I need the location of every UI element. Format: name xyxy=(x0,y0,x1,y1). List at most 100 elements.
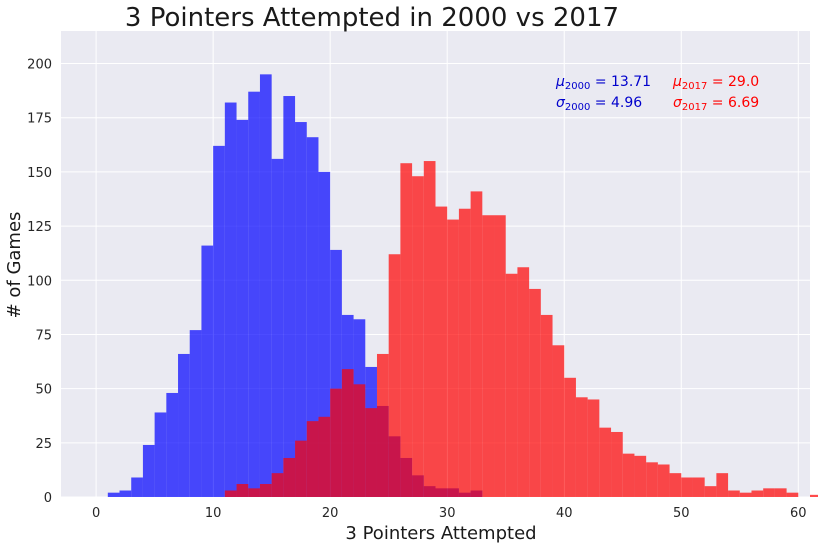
bar-2000 xyxy=(306,137,319,497)
bar-2017 xyxy=(564,377,576,497)
bar-2000 xyxy=(131,477,143,497)
bar-2017 xyxy=(365,408,377,497)
annotation-std-2000: σ2000 = 4.96 xyxy=(556,95,642,113)
bar-2000 xyxy=(107,492,120,497)
bar-2017 xyxy=(494,215,506,498)
bar-2000 xyxy=(259,74,272,497)
bar-2017 xyxy=(552,345,565,497)
bar-2017 xyxy=(412,176,424,497)
bar-2017 xyxy=(681,477,693,497)
bar-2000 xyxy=(142,444,155,497)
bar-2000 xyxy=(224,102,237,498)
bar-2017 xyxy=(259,483,272,497)
bar-2000 xyxy=(119,490,132,497)
sigma-symbol-2017: σ xyxy=(673,95,683,111)
bar-2017 xyxy=(505,273,518,497)
bar-2017 xyxy=(224,490,237,497)
bar-2017 xyxy=(318,416,331,497)
x-tick-label: 0 xyxy=(92,506,100,521)
bar-2017 xyxy=(458,208,471,498)
bar-2017 xyxy=(575,397,588,497)
bar-2017 xyxy=(295,440,307,497)
sigma-symbol-2000: σ xyxy=(556,95,566,111)
bar-2017 xyxy=(376,353,389,497)
mu-symbol-2000: μ xyxy=(555,74,565,90)
annotation-mean-2017: μ2017 = 29.0 xyxy=(672,74,759,92)
series-2017-bars xyxy=(224,161,818,498)
bar-2017 xyxy=(774,488,787,497)
sigma-year-2017: 2017 xyxy=(682,102,707,113)
mu-value-2000: = 13.71 xyxy=(590,74,651,90)
bar-2017 xyxy=(599,427,612,497)
sigma-value-2017: = 6.69 xyxy=(707,95,759,111)
bar-2017 xyxy=(692,477,705,497)
y-tick-label: 0 xyxy=(44,491,52,506)
bar-2000 xyxy=(213,145,225,497)
y-tick-label: 200 xyxy=(27,58,52,73)
bar-2017 xyxy=(529,288,541,497)
x-tick-label: 50 xyxy=(673,506,690,521)
bar-2017 xyxy=(763,488,775,497)
bar-2017 xyxy=(540,314,553,497)
bar-2017 xyxy=(611,431,623,497)
bar-2017 xyxy=(330,388,342,497)
bar-2017 xyxy=(517,267,530,497)
bar-2017 xyxy=(423,161,436,497)
x-tick-label: 40 xyxy=(556,506,573,521)
bar-2000 xyxy=(178,353,190,497)
bar-2017 xyxy=(587,399,600,497)
sigma-year-2000: 2000 xyxy=(565,102,590,113)
y-tick-label: 175 xyxy=(27,112,52,127)
mu-symbol-2017: μ xyxy=(672,74,682,90)
bar-2017 xyxy=(341,369,354,497)
bar-2017 xyxy=(751,490,764,497)
bar-2017 xyxy=(810,494,818,497)
y-tick-label: 150 xyxy=(27,166,52,181)
annotation-mean-2000: μ2000 = 13.71 xyxy=(555,74,651,92)
sigma-value-2000: = 4.96 xyxy=(590,95,642,111)
y-tick-label: 25 xyxy=(35,437,52,452)
bar-2017 xyxy=(388,254,401,497)
bar-2017 xyxy=(669,473,682,497)
bar-2017 xyxy=(634,455,647,497)
bar-2017 xyxy=(353,384,366,497)
bar-2000 xyxy=(236,119,249,498)
bar-2017 xyxy=(236,483,249,497)
bar-2017 xyxy=(447,219,459,497)
x-tick-label: 20 xyxy=(322,506,339,521)
bar-2017 xyxy=(271,473,284,497)
bar-2017 xyxy=(435,206,448,497)
bar-2017 xyxy=(622,453,635,497)
bar-2000 xyxy=(201,245,214,497)
bar-2017 xyxy=(716,473,729,497)
x-tick-label: 10 xyxy=(205,506,222,521)
x-tick-label: 60 xyxy=(790,506,807,521)
bar-2017 xyxy=(786,492,799,497)
x-tick-label: 30 xyxy=(439,506,456,521)
bar-2017 xyxy=(704,486,717,497)
bar-2017 xyxy=(482,215,495,498)
bar-2000 xyxy=(283,96,296,497)
bar-2000 xyxy=(189,330,202,497)
bar-2017 xyxy=(739,492,752,497)
bar-2000 xyxy=(248,91,260,498)
bar-2000 xyxy=(295,122,307,497)
bar-2017 xyxy=(400,163,413,497)
x-tick-labels: 0 10 20 30 40 50 60 xyxy=(92,506,807,521)
bar-2000 xyxy=(330,249,342,497)
y-tick-labels: 0 25 50 75 100 125 150 175 200 xyxy=(27,58,52,506)
annotation-std-2017: σ2017 = 6.69 xyxy=(673,95,759,113)
y-tick-label: 100 xyxy=(27,274,52,289)
bar-2000 xyxy=(271,158,284,497)
y-tick-label: 50 xyxy=(35,383,52,398)
x-axis-label: 3 Pointers Attempted xyxy=(345,523,536,544)
bar-2000 xyxy=(154,412,167,497)
bar-2000 xyxy=(318,171,331,497)
y-tick-label: 75 xyxy=(35,328,52,343)
bar-2017 xyxy=(657,464,670,497)
bar-2017 xyxy=(646,462,658,497)
bar-2017 xyxy=(306,421,319,497)
y-tick-label: 125 xyxy=(27,220,52,235)
mu-year-2017: 2017 xyxy=(682,81,707,92)
